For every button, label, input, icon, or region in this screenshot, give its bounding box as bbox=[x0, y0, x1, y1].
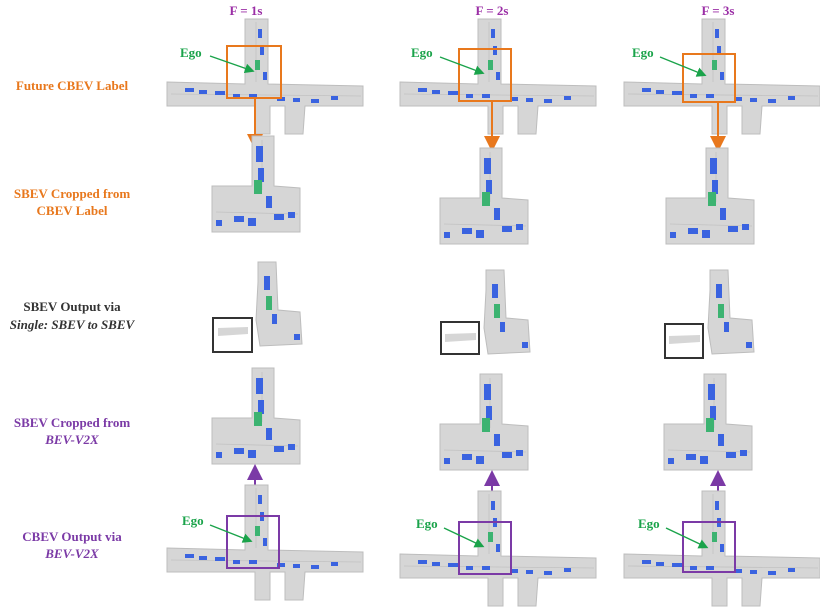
sbev-cropped-label-map bbox=[211, 135, 301, 233]
ego-label: Ego bbox=[638, 516, 660, 531]
cbev-v2x-output-map bbox=[399, 490, 597, 607]
ego-label: Ego bbox=[411, 45, 433, 60]
ego-arrow bbox=[443, 527, 485, 548]
row-label: CBEV Label bbox=[37, 203, 108, 218]
sbev-cropped-v2x-map bbox=[663, 373, 753, 471]
row-label: BEV-V2X bbox=[44, 432, 99, 447]
ego-arrow bbox=[659, 56, 707, 77]
row-label: SBEV Output via bbox=[23, 299, 121, 314]
sbev-cropped-v2x-map bbox=[211, 367, 301, 465]
row-label: BEV-V2X bbox=[44, 546, 99, 561]
sbev-cropped-label-map bbox=[439, 147, 529, 245]
row-label: Single: SBEV to SBEV bbox=[10, 317, 136, 332]
row-label: SBEV Cropped from bbox=[14, 415, 130, 430]
ego-label: Ego bbox=[182, 513, 204, 528]
crop-box-purple bbox=[226, 515, 280, 569]
ego-arrow bbox=[665, 527, 709, 549]
ego-label: Ego bbox=[180, 45, 202, 60]
cbev-v2x-output-map bbox=[166, 484, 364, 601]
crop-box-purple bbox=[458, 521, 512, 575]
cbev-label-map bbox=[166, 18, 364, 135]
crop-box-purple bbox=[682, 521, 736, 573]
column-header: F = 3s bbox=[702, 3, 735, 18]
ego-label: Ego bbox=[416, 516, 438, 531]
cbev-label-map bbox=[399, 18, 597, 135]
ego-arrow bbox=[209, 55, 255, 74]
column-header: F = 2s bbox=[476, 3, 509, 18]
ego-label: Ego bbox=[632, 45, 654, 60]
crop-box-orange bbox=[682, 53, 736, 103]
sbev-single-output-map bbox=[255, 261, 303, 347]
column-header: F = 1s bbox=[230, 3, 263, 18]
sbev-cropped-label-map bbox=[665, 147, 755, 245]
sbev-cropped-v2x-map bbox=[439, 373, 529, 471]
crop-box-orange bbox=[458, 48, 512, 102]
ego-arrow bbox=[209, 524, 253, 543]
cbev-v2x-output-map bbox=[623, 490, 820, 607]
ego-arrow bbox=[439, 56, 485, 75]
row-label: Future CBEV Label bbox=[16, 78, 129, 93]
sbev-single-output-map bbox=[707, 269, 755, 355]
row-label: CBEV Output via bbox=[22, 529, 122, 544]
row-label: SBEV Cropped from bbox=[14, 186, 130, 201]
sbev-single-output-map bbox=[483, 269, 531, 355]
cbev-label-map bbox=[623, 18, 820, 135]
